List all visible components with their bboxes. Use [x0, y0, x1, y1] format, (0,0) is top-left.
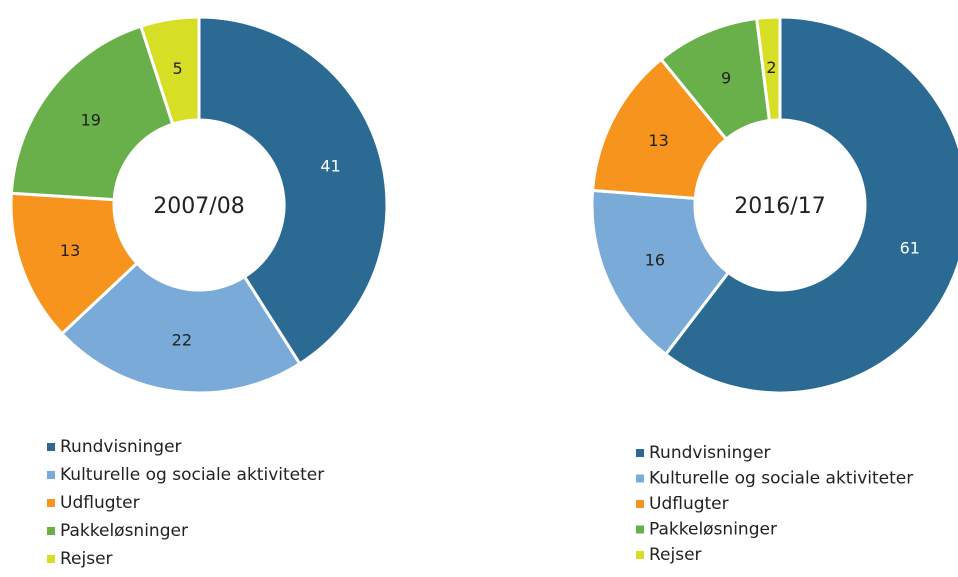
legend-swatch [47, 555, 55, 563]
legend-swatch [636, 525, 644, 534]
legend-label: Rejser [649, 545, 702, 565]
donut-slice [9, 24, 175, 202]
data-label: 41 [320, 156, 340, 175]
data-label: 16 [645, 250, 665, 269]
donut-slice [663, 15, 958, 395]
data-label: 22 [172, 330, 192, 349]
data-label: 5 [172, 59, 182, 78]
data-label: 13 [60, 241, 80, 260]
legend-swatch [636, 449, 644, 457]
data-label: 13 [648, 131, 668, 150]
legend-label: Pakkeløsninger [649, 520, 777, 540]
legend-label: Rundvisninger [649, 443, 771, 463]
legend-label: Kulturelle og sociale aktiviteter [649, 469, 913, 489]
donut-slice [59, 261, 302, 395]
legend-swatch [47, 443, 55, 451]
legend-swatch [636, 500, 644, 508]
legend-label: Udflugter [649, 494, 729, 514]
center-title: 2007/08 [153, 194, 244, 219]
legend-swatch [636, 551, 644, 559]
data-label: 2 [766, 58, 776, 77]
donut-slice [139, 15, 201, 127]
legend-swatch [47, 527, 55, 535]
legend-label: Rundvisninger [60, 437, 182, 457]
legend-label: Rejser [60, 549, 113, 569]
center-title: 2016/17 [734, 194, 825, 219]
legend-swatch [47, 471, 55, 479]
donut-slice [590, 57, 729, 201]
legend-swatch [47, 499, 55, 507]
data-label: 19 [81, 111, 101, 130]
legend-label: Pakkeløsninger [60, 521, 188, 541]
data-label: 61 [900, 238, 920, 257]
legend-label: Kulturelle og sociale aktiviteter [60, 465, 324, 485]
data-label: 9 [721, 69, 731, 88]
donut-slice [590, 188, 731, 357]
legend-swatch [636, 474, 644, 483]
donut-slice [754, 15, 782, 123]
legend-label: Udflugter [60, 493, 140, 513]
